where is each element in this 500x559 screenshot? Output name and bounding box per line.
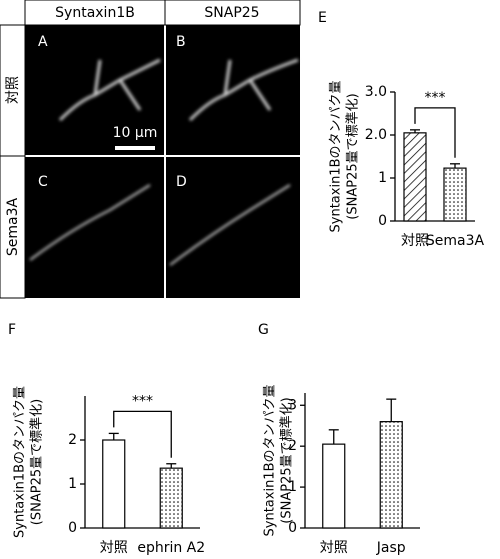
row-label-box xyxy=(0,24,26,299)
column-label: SNAP25 xyxy=(204,5,259,21)
panel-letter: G xyxy=(258,322,269,338)
panel-letter: F xyxy=(8,322,16,338)
x-tick-label: ephrin A2 xyxy=(137,540,205,556)
x-tick-label: 対照 xyxy=(100,540,128,556)
y-axis-label: Syntaxin1Bのタンパク量 xyxy=(329,81,344,233)
y-axis-label: Syntaxin1Bのタンパク量 xyxy=(263,385,278,537)
x-tick-label: Jasp xyxy=(376,540,406,556)
significance-bracket xyxy=(414,107,456,158)
bar xyxy=(159,467,183,529)
y-tick-label: 2 xyxy=(288,438,297,454)
y-axis-label: (SNAP25量で標準化) xyxy=(345,93,361,219)
micrograph xyxy=(25,157,164,298)
significance-label: *** xyxy=(132,393,153,409)
header-box xyxy=(24,0,301,26)
y-axis-label: (SNAP25量で標準化) xyxy=(29,399,45,525)
significance-label: *** xyxy=(425,90,446,106)
scale-bar-label: 10 μm xyxy=(113,125,158,141)
y-axis-label: (SNAP25量で標準化) xyxy=(279,397,295,523)
x-tick-label: 対照 xyxy=(320,540,348,556)
bar xyxy=(403,132,427,222)
bar xyxy=(443,167,467,222)
x-tick-label: Sema3A xyxy=(426,233,485,249)
y-tick-label: 0 xyxy=(378,213,387,229)
panel-label: A xyxy=(38,34,48,50)
bar xyxy=(102,439,126,529)
panel-label: B xyxy=(176,34,186,50)
panel-letter: E xyxy=(318,10,327,26)
y-tick-label: 2.0 xyxy=(365,127,387,143)
bar xyxy=(379,421,403,529)
y-tick-label: 0 xyxy=(288,520,297,536)
scale-bar xyxy=(115,146,155,150)
row-label: Sema3A xyxy=(5,197,21,256)
y-tick-label: 0 xyxy=(68,520,77,536)
micrograph xyxy=(166,157,300,298)
column-label: Syntaxin1B xyxy=(55,5,135,21)
panel-label: D xyxy=(176,174,187,190)
y-tick-label: 1 xyxy=(288,479,297,495)
bar xyxy=(322,443,346,529)
y-tick-label: 1 xyxy=(378,170,387,186)
y-tick-label: 1 xyxy=(68,476,77,492)
y-tick-label: 2 xyxy=(68,432,77,448)
micrograph-grid: Syntaxin1B SNAP25 対照 Sema3A A B C D 10 μ… xyxy=(0,0,301,299)
x-tick-label: 対照 xyxy=(401,233,429,249)
significance-bracket xyxy=(113,410,172,458)
y-axis-label: Syntaxin1Bのタンパク量 xyxy=(13,386,28,538)
y-tick-label: 3 xyxy=(288,397,297,413)
row-label: 対照 xyxy=(5,76,21,104)
panel-label: C xyxy=(38,174,48,190)
y-tick-label: 3.0 xyxy=(365,84,387,100)
